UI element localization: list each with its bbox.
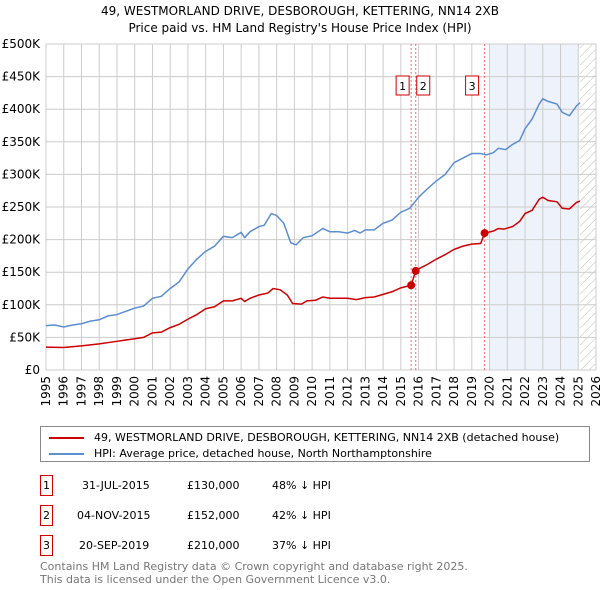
- legend-label: 49, WESTMORLAND DRIVE, DESBOROUGH, KETTE…: [94, 431, 560, 444]
- x-tick-label: 2006: [234, 376, 248, 407]
- x-tick-label: 2014: [376, 376, 390, 407]
- x-tick-label: 2001: [145, 376, 159, 407]
- x-tick-label: 1996: [57, 376, 71, 407]
- legend-item-hpi: HPI: Average price, detached house, Nort…: [49, 447, 432, 460]
- x-tick-label: 2025: [571, 376, 585, 407]
- sale-point: [407, 281, 416, 290]
- y-tick-label: £100K: [2, 298, 42, 312]
- sale-label: 3: [469, 80, 476, 93]
- x-tick-label: 2022: [518, 376, 532, 407]
- sale-date: 04-NOV-2015: [77, 509, 151, 522]
- legend-item-property: 49, WESTMORLAND DRIVE, DESBOROUGH, KETTE…: [49, 431, 559, 444]
- attribution-line: Contains HM Land Registry data © Crown c…: [40, 560, 468, 573]
- x-tick-label: 2012: [341, 376, 355, 407]
- y-tick-label: £300K: [2, 167, 42, 181]
- x-tick-label: 2021: [500, 376, 514, 407]
- sale-marker-badge: 3: [40, 535, 53, 556]
- x-tick-label: 2026: [589, 376, 600, 407]
- x-tick-label: 1995: [39, 376, 53, 407]
- legend-swatch-blue: [49, 452, 84, 455]
- y-tick-label: £0: [25, 363, 40, 377]
- chart-title: 49, WESTMORLAND DRIVE, DESBOROUGH, KETTE…: [101, 4, 499, 18]
- sale-marker-badge: 1: [40, 475, 53, 496]
- sale-hpi: 48% ↓ HPI: [272, 479, 331, 492]
- sale-point: [480, 229, 489, 238]
- x-tick-label: 2011: [323, 376, 337, 407]
- x-tick-label: 2004: [199, 376, 213, 407]
- sale-hpi: 42% ↓ HPI: [272, 509, 331, 522]
- x-tick-label: 2003: [181, 376, 195, 407]
- sale-hpi: 37% ↓ HPI: [272, 539, 331, 552]
- x-tick-label: 2000: [128, 376, 142, 407]
- sale-label-box: [395, 75, 410, 96]
- x-tick-label: 2009: [287, 376, 301, 407]
- x-tick-label: 2002: [163, 376, 177, 407]
- sale-date: 20-SEP-2019: [79, 539, 150, 552]
- y-tick-label: £250K: [2, 200, 42, 214]
- x-tick-label: 2016: [412, 376, 426, 407]
- y-tick-label: £200K: [2, 233, 42, 247]
- x-tick-label: 2020: [483, 376, 497, 407]
- sale-label-box: [465, 75, 480, 96]
- x-tick-label: 2010: [305, 376, 319, 407]
- x-tick-label: 1998: [92, 376, 106, 407]
- attribution: Contains HM Land Registry data © Crown c…: [40, 560, 468, 586]
- y-tick-label: £400K: [2, 102, 42, 116]
- chart-subtitle: Price paid vs. HM Land Registry's House …: [128, 21, 472, 35]
- x-tick-label: 1999: [110, 376, 124, 407]
- x-tick-label: 2023: [536, 376, 550, 407]
- y-tick-label: £450K: [2, 70, 42, 84]
- x-tick-label: 2013: [358, 376, 372, 407]
- x-tick-label: 2008: [270, 376, 284, 407]
- attribution-line: This data is licensed under the Open Gov…: [40, 573, 391, 586]
- x-tick-label: 2018: [447, 376, 461, 407]
- y-tick-label: £50K: [9, 330, 41, 344]
- y-tick-label: £500K: [2, 37, 42, 51]
- series-line: [45, 97, 581, 328]
- sale-row: 2 04-NOV-2015 £152,000 42% ↓ HPI: [40, 505, 440, 527]
- x-tick-label: 2007: [252, 376, 266, 407]
- sale-price: £210,000: [187, 539, 240, 552]
- x-tick-label: 2015: [394, 376, 408, 407]
- series-line: [45, 196, 581, 349]
- x-tick-label: 2024: [554, 376, 568, 407]
- legend-label: HPI: Average price, detached house, Nort…: [94, 447, 432, 460]
- x-tick-label: 2005: [216, 376, 230, 407]
- sale-row: 1 31-JUL-2015 £130,000 48% ↓ HPI: [40, 475, 440, 497]
- sale-row: 3 20-SEP-2019 £210,000 37% ↓ HPI: [40, 535, 440, 557]
- line-chart: £0 £50K £100K £150K £200K £250K £300K £350K £400…: [2, 37, 600, 407]
- y-tick-label: £150K: [2, 265, 42, 279]
- legend-swatch-red: [49, 436, 84, 439]
- sale-label: 1: [399, 80, 406, 93]
- legend: 49, WESTMORLAND DRIVE, DESBOROUGH, KETTE…: [40, 426, 590, 462]
- sale-date: 31-JUL-2015: [82, 479, 150, 492]
- x-tick-label: 2019: [465, 376, 479, 407]
- y-tick-label: £350K: [2, 135, 42, 149]
- sale-marker-badge: 2: [40, 505, 53, 526]
- sale-label: 2: [420, 80, 427, 93]
- x-tick-label: 2017: [429, 376, 443, 407]
- sale-point: [411, 266, 420, 275]
- sale-price: £130,000: [187, 479, 240, 492]
- sale-label-box: [416, 75, 431, 96]
- sale-price: £152,000: [187, 509, 240, 522]
- x-tick-label: 1997: [74, 376, 88, 407]
- plot-border: [45, 43, 597, 371]
